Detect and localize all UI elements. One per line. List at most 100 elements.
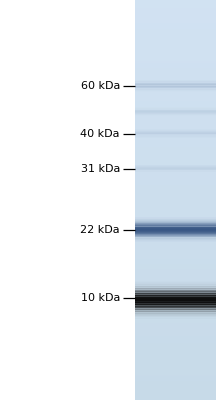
Bar bbox=[135, 102, 216, 104]
Bar bbox=[135, 281, 216, 283]
Bar bbox=[135, 22, 216, 24]
Bar bbox=[135, 101, 216, 103]
Bar bbox=[135, 293, 216, 295]
Bar bbox=[135, 236, 216, 237]
Bar bbox=[135, 92, 216, 93]
Bar bbox=[135, 161, 216, 163]
Bar bbox=[135, 73, 216, 75]
Bar bbox=[135, 241, 216, 242]
Bar bbox=[135, 353, 216, 355]
Bar bbox=[135, 5, 216, 7]
Bar bbox=[135, 286, 216, 287]
Bar bbox=[135, 64, 216, 65]
Bar bbox=[135, 223, 216, 224]
Bar bbox=[135, 286, 216, 287]
Bar bbox=[135, 97, 216, 99]
Bar bbox=[135, 30, 216, 32]
Bar bbox=[135, 321, 216, 323]
Bar bbox=[135, 129, 216, 130]
Bar bbox=[135, 238, 216, 239]
Bar bbox=[135, 282, 216, 284]
Bar bbox=[135, 133, 216, 134]
Bar bbox=[135, 290, 216, 291]
Bar bbox=[135, 176, 216, 177]
Bar bbox=[135, 41, 216, 43]
Bar bbox=[135, 113, 216, 114]
Bar bbox=[135, 284, 216, 286]
Bar bbox=[135, 295, 216, 296]
Bar bbox=[135, 318, 216, 320]
Bar bbox=[135, 108, 216, 109]
Bar bbox=[135, 164, 216, 165]
Bar bbox=[135, 60, 216, 61]
Bar bbox=[135, 68, 216, 69]
Bar bbox=[135, 104, 216, 105]
Bar bbox=[135, 300, 216, 302]
Bar bbox=[135, 121, 216, 123]
Bar bbox=[135, 250, 216, 252]
Bar bbox=[135, 120, 216, 121]
Bar bbox=[135, 318, 216, 319]
Bar bbox=[135, 253, 216, 255]
Bar bbox=[135, 190, 216, 192]
Bar bbox=[135, 374, 216, 376]
Bar bbox=[135, 217, 216, 219]
Bar bbox=[135, 282, 216, 284]
Bar bbox=[135, 111, 216, 112]
Bar bbox=[135, 309, 216, 311]
Bar bbox=[135, 131, 216, 132]
Bar bbox=[135, 230, 216, 231]
Bar bbox=[135, 260, 216, 261]
Bar bbox=[135, 110, 216, 111]
Bar bbox=[135, 393, 216, 395]
Bar bbox=[135, 312, 216, 313]
Bar bbox=[135, 388, 216, 389]
Bar bbox=[135, 84, 216, 85]
Bar bbox=[135, 54, 216, 56]
Bar bbox=[135, 157, 216, 159]
Bar bbox=[135, 173, 216, 175]
Bar bbox=[135, 50, 216, 52]
Bar bbox=[135, 114, 216, 116]
Bar bbox=[135, 18, 216, 20]
Bar bbox=[135, 314, 216, 316]
Bar bbox=[135, 312, 216, 314]
Bar bbox=[135, 309, 216, 310]
Bar bbox=[135, 133, 216, 135]
Bar bbox=[135, 291, 216, 292]
Bar bbox=[135, 84, 216, 86]
Bar bbox=[135, 300, 216, 301]
Bar bbox=[135, 100, 216, 101]
Bar bbox=[135, 354, 216, 356]
Bar bbox=[135, 69, 216, 71]
Bar bbox=[135, 171, 216, 172]
Bar bbox=[135, 17, 216, 19]
Bar bbox=[135, 346, 216, 348]
Bar bbox=[135, 66, 216, 68]
Bar bbox=[135, 168, 216, 169]
Bar bbox=[135, 306, 216, 308]
Bar bbox=[135, 237, 216, 238]
Bar bbox=[135, 82, 216, 84]
Bar bbox=[135, 4, 216, 5]
Bar bbox=[135, 166, 216, 168]
Bar bbox=[135, 272, 216, 273]
Bar bbox=[135, 169, 216, 170]
Bar bbox=[135, 227, 216, 228]
Bar bbox=[135, 297, 216, 298]
Bar bbox=[135, 294, 216, 295]
Bar bbox=[135, 336, 216, 337]
Bar bbox=[135, 114, 216, 115]
Bar bbox=[135, 136, 216, 137]
Bar bbox=[135, 254, 216, 256]
Bar bbox=[135, 178, 216, 180]
Bar bbox=[135, 116, 216, 117]
Bar bbox=[135, 258, 216, 260]
Bar bbox=[135, 21, 216, 23]
Bar bbox=[135, 236, 216, 237]
Bar bbox=[135, 112, 216, 113]
Bar bbox=[135, 170, 216, 171]
Bar bbox=[135, 125, 216, 127]
Bar bbox=[135, 299, 216, 300]
Bar bbox=[135, 234, 216, 235]
